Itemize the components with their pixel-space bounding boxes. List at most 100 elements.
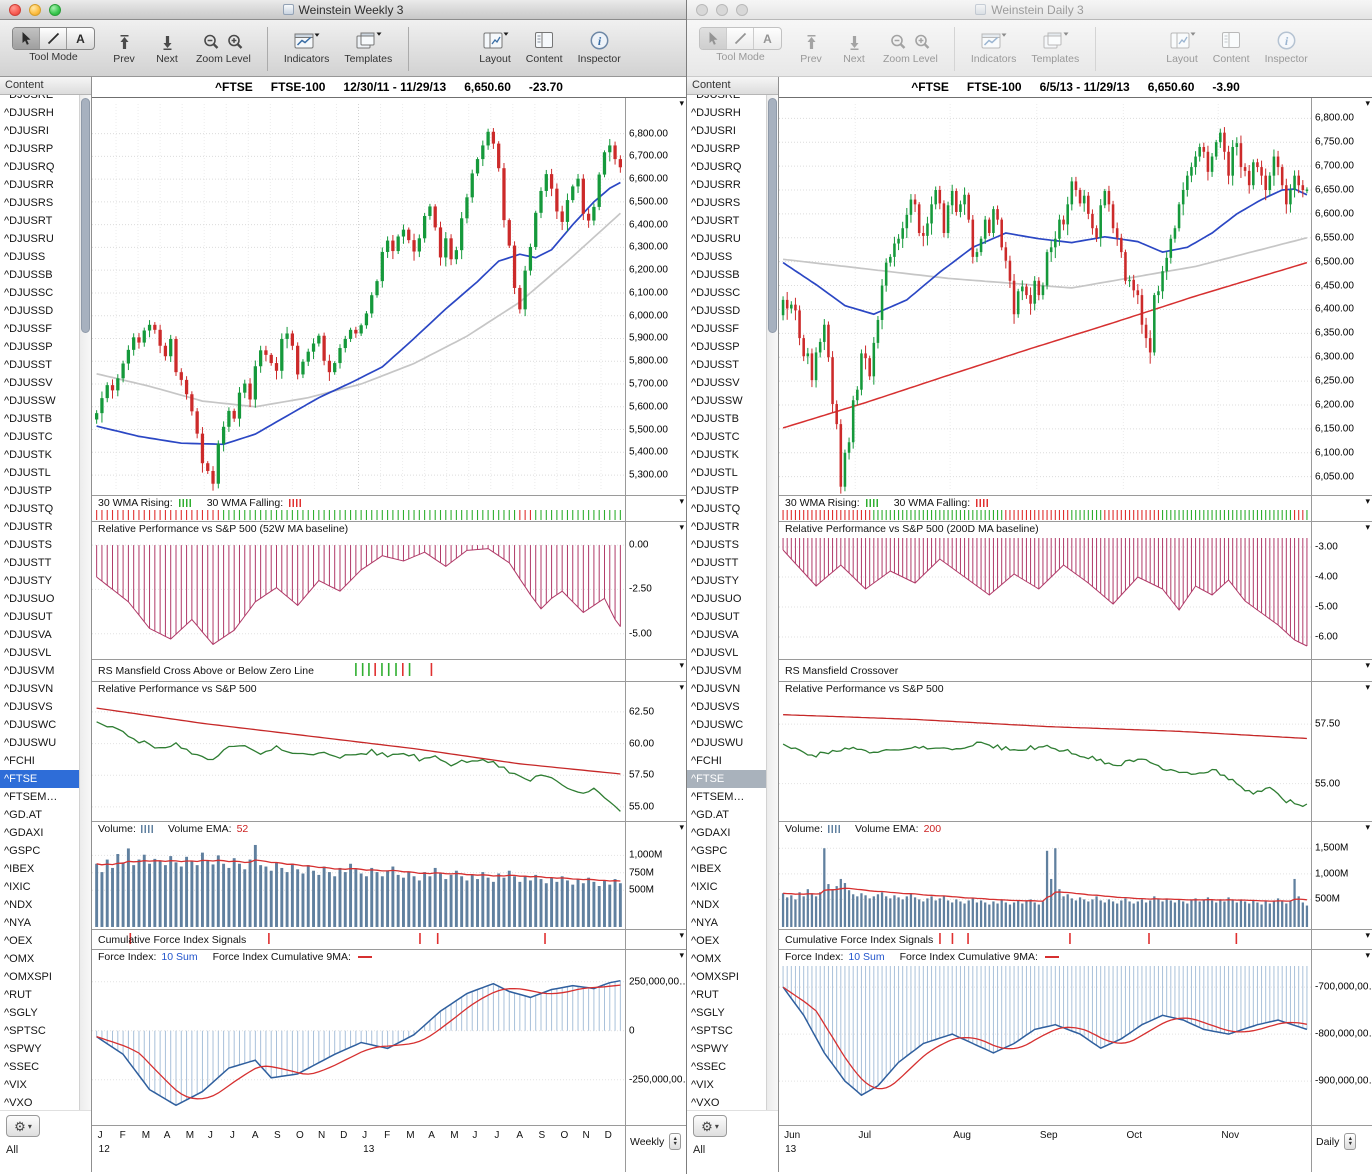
symbol-list-item[interactable]: ^DJUSSD (4, 305, 54, 317)
symbol-list-item[interactable]: ^DJUSTB (4, 413, 52, 425)
symbol-list-item[interactable]: ^DJUSS (4, 251, 46, 263)
symbol-list-item[interactable]: ^RUT (4, 989, 32, 1001)
symbol-list-item[interactable]: ^GSPC (691, 845, 728, 857)
symbol-list-item[interactable]: ^DJUSTL (4, 467, 51, 479)
zoom-level-control[interactable]: Zoom Level (196, 25, 251, 65)
inspector-button[interactable]: i Inspector (578, 25, 621, 65)
panel-collapse-toggle[interactable]: ▾ (1365, 950, 1370, 960)
symbol-list-item[interactable]: ^DJUSWU (691, 737, 744, 749)
panel-collapse-toggle[interactable]: ▾ (1365, 930, 1370, 940)
symbol-list-item[interactable]: ^DJUSTS (4, 539, 52, 551)
symbol-list-item[interactable]: ^DJUSVN (4, 683, 54, 695)
symbol-list-item[interactable]: ^NDX (4, 899, 33, 911)
symbol-list-item[interactable]: ^GDAXI (691, 827, 731, 839)
symbol-list-item[interactable]: ^DJUSSV (4, 377, 53, 389)
symbol-list-item[interactable]: ^DJUSRH (4, 107, 54, 119)
layout-button[interactable]: Layout (1166, 25, 1198, 65)
wma-signal-strip-plot[interactable]: 30 WMA Rising: 30 WMA Falling: (92, 496, 626, 521)
rs-histogram-panel-plot[interactable]: Relative Performance vs S&P 500 (52W MA … (92, 522, 626, 659)
symbol-list-item[interactable]: ^IXIC (691, 881, 718, 893)
panel-collapse-toggle[interactable]: ▾ (679, 660, 684, 670)
symbol-list-item[interactable]: ^VIX (691, 1079, 714, 1091)
symbol-list-item[interactable]: ^DJUSRP (4, 143, 54, 155)
symbol-list-item[interactable]: ^DJUSTC (691, 431, 740, 443)
mansfield-signal-strip-plot[interactable]: RS Mansfield Cross Above or Below Zero L… (92, 660, 626, 681)
panel-collapse-toggle[interactable]: ▾ (679, 930, 684, 940)
symbol-list-item[interactable]: ^IXIC (4, 881, 31, 893)
symbol-list-item[interactable]: ^DJUSRS (4, 197, 54, 209)
panel-collapse-toggle[interactable]: ▾ (1365, 822, 1370, 832)
symbol-list-item[interactable]: ^DJUSTQ (691, 503, 741, 515)
line-tool-button[interactable] (40, 28, 67, 49)
symbol-list-item[interactable]: ^FTSE (0, 770, 80, 788)
zoom-level-control[interactable]: Zoom Level (883, 25, 938, 65)
symbol-list-item[interactable]: ^DJUSRI (4, 125, 49, 137)
symbol-list-item[interactable]: ^IBEX (691, 863, 722, 875)
symbol-list-item[interactable]: ^DJUSTR (4, 521, 53, 533)
price-panel-plot[interactable] (92, 98, 626, 495)
symbol-list-item[interactable]: ^FTSEM… (691, 791, 745, 803)
periodicity-control[interactable]: Daily ▲ ▼ (1316, 1133, 1357, 1150)
symbol-list-item[interactable]: ^DJUSSF (4, 323, 52, 335)
action-gear-button[interactable]: ⚙ ▾ (6, 1115, 40, 1137)
symbol-list-item[interactable]: ^SPWY (691, 1043, 729, 1055)
symbol-list-item[interactable]: ^OMX (4, 953, 35, 965)
panel-collapse-toggle[interactable]: ▾ (1365, 660, 1370, 670)
symbol-list-item[interactable]: ^DJUSRU (691, 233, 741, 245)
prev-button[interactable]: Prev (797, 25, 825, 65)
symbol-list-item[interactable]: ^GD.AT (691, 809, 729, 821)
symbol-list-item[interactable]: ^DJUSUT (4, 611, 53, 623)
symbol-list-item[interactable]: ^DJUSSW (691, 395, 743, 407)
symbol-list-item[interactable]: ^DJUSRS (691, 197, 741, 209)
close-button[interactable] (696, 4, 708, 16)
symbol-list-item[interactable]: ^DJUSRE (4, 95, 54, 101)
symbol-list-item[interactable]: ^DJUSTT (691, 557, 739, 569)
symbol-list-item[interactable]: ^IBEX (4, 863, 35, 875)
symbol-list-item[interactable]: ^DJUSRQ (691, 161, 742, 173)
symbol-list-item[interactable]: ^DJUSRI (691, 125, 736, 137)
line-tool-button[interactable] (727, 28, 754, 49)
symbol-list-item[interactable]: ^FTSEM… (4, 791, 58, 803)
symbol-list-item[interactable]: ^SSEC (691, 1061, 727, 1073)
rs-lines-panel-plot[interactable]: Relative Performance vs S&P 500 (92, 682, 626, 821)
symbol-list-item[interactable]: ^RUT (691, 989, 719, 1001)
symbol-list-item[interactable]: ^DJUSSD (691, 305, 741, 317)
symbol-list-item[interactable]: ^DJUSSP (4, 341, 53, 353)
symbol-list-item[interactable]: ^DJUSVA (4, 629, 52, 641)
symbol-list-item[interactable]: ^DJUSTK (4, 449, 52, 461)
symbol-list-item[interactable]: ^DJUSRR (691, 179, 741, 191)
symbol-list-item[interactable]: ^DJUSSC (4, 287, 54, 299)
templates-button[interactable]: Templates (344, 25, 392, 65)
panel-collapse-toggle[interactable]: ▾ (1365, 682, 1370, 692)
symbol-list-item[interactable]: ^DJUSSC (691, 287, 741, 299)
symbol-list-item[interactable]: ^DJUSUT (691, 611, 740, 623)
symbol-list-item[interactable]: ^DJUSSV (691, 377, 740, 389)
symbol-list-item[interactable]: ^NYA (4, 917, 31, 929)
content-button[interactable]: Content (1213, 25, 1250, 65)
content-button[interactable]: Content (526, 25, 563, 65)
symbol-list-item[interactable]: ^DJUSTT (4, 557, 52, 569)
symbol-list-item[interactable]: ^DJUSTY (4, 575, 52, 587)
symbol-list-item[interactable]: ^DJUSUO (691, 593, 742, 605)
symbol-list-item[interactable]: ^DJUSTB (691, 413, 739, 425)
title-bar[interactable]: Weinstein Weekly 3 (0, 0, 686, 20)
symbol-list-item[interactable]: ^NYA (691, 917, 718, 929)
panel-collapse-toggle[interactable]: ▾ (1365, 496, 1370, 506)
symbol-list-item[interactable]: ^DJUSTQ (4, 503, 54, 515)
text-tool-button[interactable]: A (76, 31, 85, 46)
periodicity-stepper[interactable]: ▲ ▼ (1344, 1133, 1357, 1150)
symbol-list-item[interactable]: ^NDX (691, 899, 720, 911)
sidebar-scrollbar[interactable] (766, 95, 778, 1110)
symbol-list-item[interactable]: ^DJUSRQ (4, 161, 55, 173)
zoom-window-button[interactable] (736, 4, 748, 16)
scrollbar-thumb[interactable] (768, 98, 777, 333)
panel-collapse-toggle[interactable]: ▾ (679, 822, 684, 832)
pointer-tool-button[interactable] (700, 28, 727, 49)
scrollbar-thumb[interactable] (81, 98, 90, 333)
symbol-list-item[interactable]: ^DJUSTY (691, 575, 739, 587)
volume-panel-plot[interactable]: Volume: Volume EMA: 200 (779, 822, 1312, 929)
symbol-list-item[interactable]: ^VXO (4, 1097, 33, 1109)
symbol-list-item[interactable]: ^SPTSC (4, 1025, 46, 1037)
symbol-list-item[interactable]: ^OMX (691, 953, 722, 965)
symbol-list-item[interactable]: ^FTSE (687, 770, 767, 788)
